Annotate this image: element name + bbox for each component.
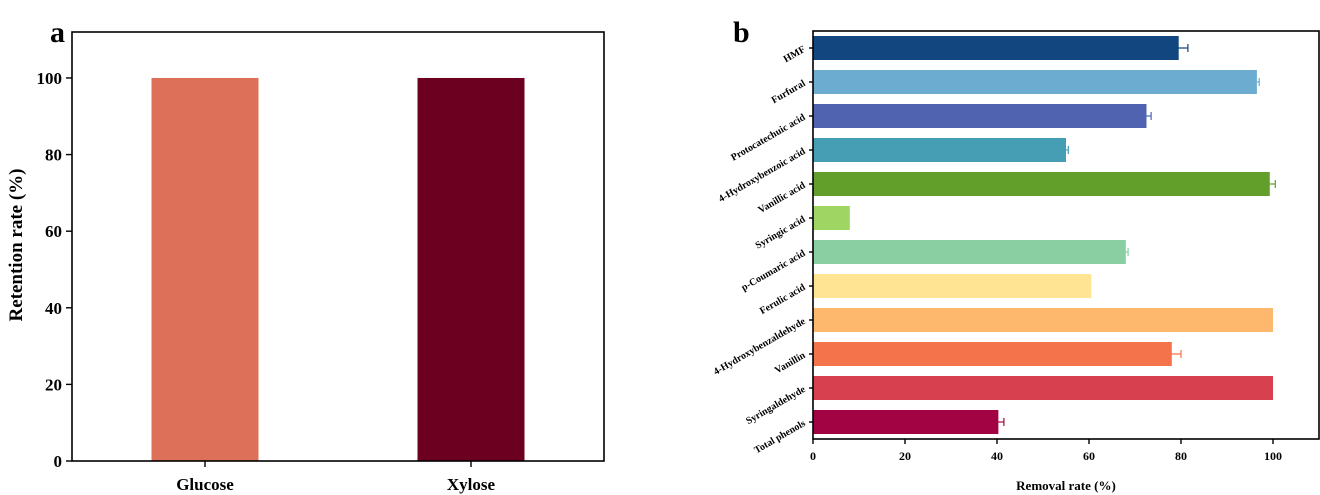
x-tick-label-0: 0 bbox=[810, 449, 816, 463]
y-tick-label-60: 60 bbox=[45, 222, 62, 241]
error-bar-total-phenols bbox=[992, 418, 1005, 426]
panel-a-retention-chart: a Glucose Xylose 0 20 40 60 80 100 Retention ra… bbox=[6, 16, 605, 494]
y-tick-label-4-hydroxybenzaldehyde: 4-Hydroxybenzaldehyde bbox=[712, 316, 808, 378]
error-bar-p-coumaric-acid bbox=[1122, 248, 1129, 256]
y-tick-label-total-phenols: Total phenols bbox=[753, 418, 808, 456]
panel-a-bars bbox=[151, 77, 525, 461]
bar-furfural bbox=[813, 70, 1257, 94]
panel-a-axes: Glucose Xylose 0 20 40 60 80 100 bbox=[37, 31, 605, 494]
y-tick-label-20: 20 bbox=[45, 375, 62, 394]
bar-vanillic-acid bbox=[813, 172, 1270, 196]
y-tick-label-syringic-acid: Syringic acid bbox=[754, 214, 808, 252]
y-tick-label-80: 80 bbox=[45, 146, 62, 165]
bar-ferulic-acid bbox=[813, 274, 1092, 298]
y-tick-label-0: 0 bbox=[54, 452, 63, 471]
error-bar-hmf bbox=[1168, 44, 1189, 52]
bar-xylose bbox=[417, 77, 525, 461]
panel-b-letter: b bbox=[733, 16, 750, 49]
error-bar-protocatechuic-acid bbox=[1141, 112, 1152, 120]
y-tick-label-vanillic-acid: Vanillic acid bbox=[756, 180, 808, 216]
bar-hmf bbox=[813, 36, 1179, 60]
panel-b-frame bbox=[812, 30, 1320, 440]
panel-a-frame bbox=[71, 31, 605, 462]
x-tick-label-60: 60 bbox=[1083, 449, 1095, 463]
panel-a-y-axis-title: Retention rate (%) bbox=[6, 168, 27, 321]
bar-p-coumaric-acid bbox=[813, 240, 1126, 264]
x-tick-label-80: 80 bbox=[1175, 449, 1187, 463]
x-tick-label-40: 40 bbox=[991, 449, 1003, 463]
y-tick-label-hmf: HMF bbox=[782, 44, 808, 65]
y-tick-label-100: 100 bbox=[37, 69, 63, 88]
x-tick-label-100: 100 bbox=[1264, 449, 1282, 463]
y-tick-label-ferulic-acid: Ferulic acid bbox=[758, 282, 808, 317]
bar-glucose bbox=[151, 77, 259, 461]
y-tick-label-vanillin: Vanillin bbox=[773, 350, 808, 377]
bar-syringaldehyde bbox=[813, 376, 1273, 400]
bar-syringic-acid bbox=[813, 206, 850, 230]
bar-4-hydroxybenzoic-acid bbox=[813, 138, 1066, 162]
error-bar-vanillin bbox=[1161, 350, 1182, 358]
bar-vanillin bbox=[813, 342, 1172, 366]
bar-total-phenols bbox=[813, 410, 999, 434]
x-tick-label-glucose: Glucose bbox=[176, 475, 234, 494]
panel-a-letter: a bbox=[50, 16, 65, 49]
error-bar-vanillic-acid bbox=[1263, 180, 1276, 188]
y-tick-label-furfural: Furfural bbox=[770, 78, 808, 106]
y-tick-label-40: 40 bbox=[45, 299, 62, 318]
x-tick-label-20: 20 bbox=[899, 449, 911, 463]
error-bar-furfural bbox=[1253, 78, 1260, 86]
error-bar-4-hydroxybenzoic-acid bbox=[1063, 146, 1069, 154]
x-tick-label-xylose: Xylose bbox=[447, 475, 496, 494]
panel-b-bars bbox=[813, 36, 1276, 434]
bar-4-hydroxybenzaldehyde bbox=[813, 308, 1273, 332]
bar-protocatechuic-acid bbox=[813, 104, 1147, 128]
panel-b-x-axis-title: Removal rate (%) bbox=[1016, 478, 1116, 493]
